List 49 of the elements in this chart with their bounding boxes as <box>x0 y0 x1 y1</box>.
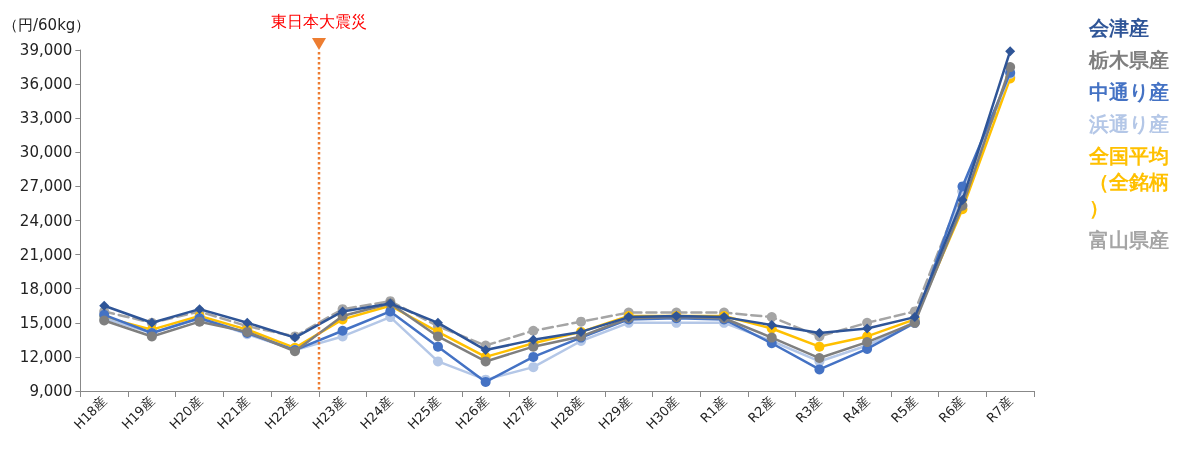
point <box>862 323 873 334</box>
y-tick-label: 27,000 <box>19 177 73 196</box>
x-tick-label: R3産 <box>792 393 825 426</box>
point <box>1005 46 1016 57</box>
point <box>766 332 777 343</box>
y-tick-label: 39,000 <box>19 41 73 59</box>
point <box>528 351 539 362</box>
y-tick-label: 24,000 <box>19 211 73 230</box>
point <box>337 325 348 336</box>
point <box>480 356 491 367</box>
text: 中通り産 <box>1089 80 1169 104</box>
point <box>480 345 491 356</box>
x-tick-label: R1産 <box>697 393 730 426</box>
point <box>766 312 777 323</box>
y-tick-label: 9,000 <box>29 382 73 400</box>
point <box>1005 62 1016 73</box>
point <box>528 362 539 373</box>
text: 会津産 <box>1088 16 1149 40</box>
x-tick-label: R4産 <box>840 393 873 426</box>
point <box>242 317 253 328</box>
x-tick-label: R7産 <box>983 393 1016 426</box>
point <box>432 356 443 367</box>
x-tick-label: R6産 <box>935 393 968 426</box>
y-tick-label: 12,000 <box>19 347 73 366</box>
point <box>528 334 539 345</box>
point <box>576 316 587 327</box>
point <box>432 331 443 342</box>
x-tick-label: R5産 <box>888 393 921 426</box>
point <box>432 341 443 352</box>
point <box>528 325 539 336</box>
y-tick-label: 15,000 <box>19 313 73 332</box>
y-tick-label: 21,000 <box>19 245 73 264</box>
y-tick-label: 33,000 <box>19 109 73 128</box>
point <box>432 317 443 328</box>
x-tick-label: H21産 <box>214 393 253 433</box>
y-tick-label: 30,000 <box>19 143 73 162</box>
text: 東日本大震災 <box>270 12 367 33</box>
point <box>99 300 110 311</box>
y-axis-title: （円/60kg） <box>2 15 91 34</box>
text: 富山県産 <box>1089 228 1169 252</box>
x-tick-label: R2産 <box>745 393 778 426</box>
text: 栃木県産 <box>1088 48 1169 72</box>
y-tick-label: 36,000 <box>19 75 73 94</box>
y-tick-label: 18,000 <box>19 279 73 298</box>
text: 全国平均（全銘柄） <box>1088 144 1169 220</box>
point <box>814 341 825 352</box>
point <box>957 195 968 206</box>
point <box>814 364 825 375</box>
text: 浜通り産 <box>1088 112 1169 136</box>
